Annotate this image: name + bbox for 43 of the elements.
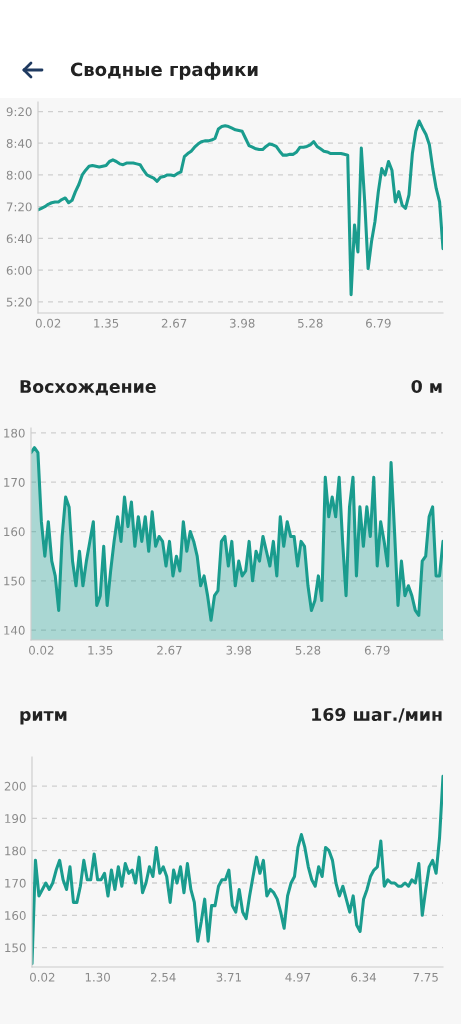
x-tick-label: 5.28 bbox=[298, 318, 323, 328]
y-tick-label: 9:20 bbox=[6, 107, 32, 117]
x-tick-label: 6.79 bbox=[366, 318, 391, 328]
y-tick-label: 180 bbox=[4, 428, 25, 438]
chart-title: ритм bbox=[20, 711, 67, 725]
x-tick-label: 6.79 bbox=[364, 645, 390, 655]
x-tick-label: 1.35 bbox=[88, 645, 113, 655]
x-tick-label: 0.02 bbox=[29, 645, 54, 655]
y-tick-label: 160 bbox=[5, 911, 26, 920]
y-tick-label: 150 bbox=[5, 943, 26, 953]
y-tick-label: 180 bbox=[5, 846, 26, 856]
y-tick-label: 6:40 bbox=[6, 234, 32, 244]
y-tick-label: 140 bbox=[4, 625, 25, 635]
y-tick-label: 170 bbox=[5, 878, 26, 888]
x-tick-label: 7.75 bbox=[413, 972, 438, 982]
x-tick-label: 0.02 bbox=[35, 318, 61, 328]
y-tick-label: 160 bbox=[4, 527, 25, 537]
y-tick-label: 200 bbox=[4, 781, 26, 791]
y-tick-label: 150 bbox=[4, 576, 25, 586]
x-tick-label: 3.71 bbox=[216, 972, 241, 982]
y-tick-label: 6:00 bbox=[6, 265, 32, 275]
line-series bbox=[38, 119, 443, 297]
y-tick-label: 5:20 bbox=[6, 297, 32, 307]
y-tick-label: 190 bbox=[5, 814, 26, 824]
x-tick-label: 6.34 bbox=[351, 972, 377, 982]
x-tick-label: 2.67 bbox=[157, 645, 182, 655]
x-tick-label: 2.67 bbox=[161, 318, 187, 328]
x-tick-label: 5.28 bbox=[295, 645, 321, 655]
y-tick-label: 7:20 bbox=[6, 202, 32, 212]
chart-title: Восхождение bbox=[20, 380, 156, 396]
chart-title: Сводные графики bbox=[70, 62, 258, 80]
x-tick-label: 1.30 bbox=[85, 972, 110, 982]
y-tick-label: 170 bbox=[4, 477, 25, 487]
x-tick-label: 1.35 bbox=[94, 318, 119, 328]
x-tick-label: 4.97 bbox=[285, 972, 311, 982]
chart-subtitle: 0 м bbox=[411, 379, 442, 394]
x-tick-label: 3.98 bbox=[229, 318, 255, 328]
x-tick-label: 2.54 bbox=[150, 972, 176, 982]
y-tick-label: 8:40 bbox=[6, 138, 32, 148]
y-tick-label: 8:00 bbox=[6, 170, 32, 180]
chart-subtitle: 169 шаг./мин bbox=[312, 707, 442, 723]
x-tick-label: 0.02 bbox=[30, 972, 55, 982]
x-tick-label: 3.98 bbox=[226, 645, 252, 655]
